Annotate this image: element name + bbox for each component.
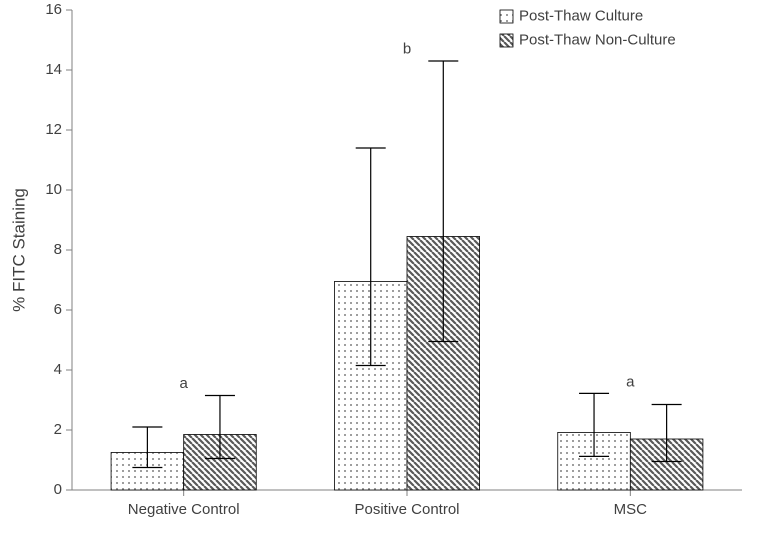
y-tick-label: 14 <box>45 61 62 78</box>
x-tick-label: Positive Control <box>354 501 459 518</box>
annotation-label: a <box>179 375 188 392</box>
y-tick-label: 0 <box>54 481 62 498</box>
y-tick-label: 6 <box>54 301 62 318</box>
y-tick-label: 2 <box>54 421 62 438</box>
x-tick-label: MSC <box>614 501 648 518</box>
legend-label: Post-Thaw Culture <box>519 7 643 24</box>
y-tick-label: 12 <box>45 121 62 138</box>
legend-swatch <box>500 34 513 47</box>
y-tick-label: 4 <box>54 361 62 378</box>
y-tick-label: 16 <box>45 1 62 18</box>
y-axis-title: % FITC Staining <box>9 188 28 312</box>
bar-chart: 0 2 4 6 8 10 12 14 16 % FITC Staining Negative Con… <box>0 0 762 542</box>
x-tick-label: Negative Control <box>128 501 240 518</box>
chart-svg: 0 2 4 6 8 10 12 14 16 % FITC Staining Negative Con… <box>0 0 762 537</box>
legend-label: Post-Thaw Non-Culture <box>519 31 676 48</box>
legend-swatch <box>500 10 513 23</box>
annotation-label: b <box>403 41 411 58</box>
y-tick-label: 10 <box>45 181 62 198</box>
y-tick-label: 8 <box>54 241 62 258</box>
annotation-label: a <box>626 374 635 391</box>
